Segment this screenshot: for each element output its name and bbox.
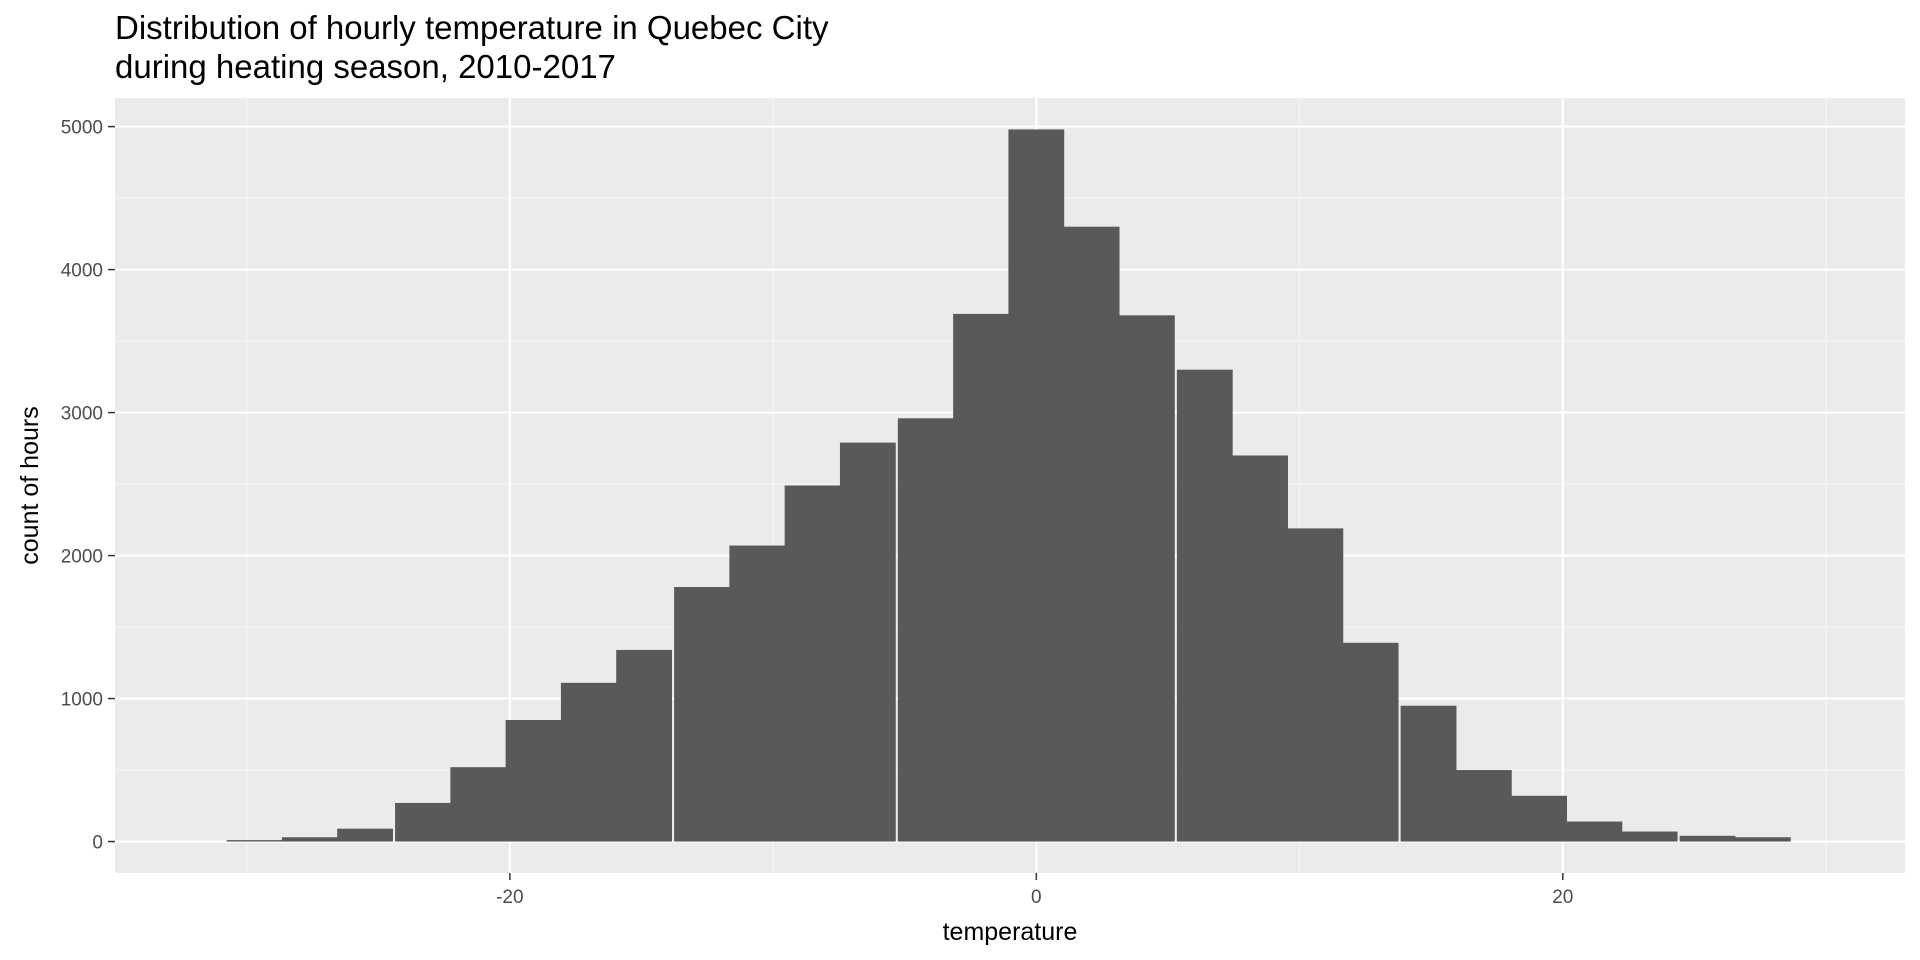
x-tick-label: -20: [496, 887, 523, 908]
histogram-bar: [1679, 835, 1736, 842]
histogram-bar: [897, 418, 954, 842]
histogram-bar: [226, 840, 283, 842]
histogram-bar: [1400, 705, 1457, 842]
histogram-bar: [953, 313, 1009, 842]
histogram-bar: [1566, 821, 1623, 842]
histogram-bar: [1287, 528, 1344, 842]
y-tick-label: 3000: [61, 404, 103, 425]
histogram-bar: [1511, 795, 1568, 842]
chart-title: Distribution of hourly temperature in Qu…: [115, 8, 829, 86]
y-tick-label: 5000: [61, 118, 103, 139]
y-tick-label: 4000: [61, 261, 103, 282]
histogram-bar: [1342, 642, 1399, 842]
histogram-bar: [1455, 770, 1512, 842]
histogram-bars: [226, 129, 1791, 842]
histogram-bar: [1734, 837, 1791, 842]
histogram-bar: [674, 587, 730, 842]
chart-title-line-2: during heating season, 2010-2017: [115, 48, 616, 85]
histogram-bar: [450, 767, 507, 842]
histogram-bar: [281, 837, 338, 842]
histogram-bar: [505, 720, 562, 842]
histogram-bar: [1176, 369, 1233, 842]
histogram-bar: [616, 649, 673, 842]
histogram-bar: [1621, 831, 1678, 842]
histogram-bar: [784, 485, 841, 842]
y-tick-label: 1000: [61, 690, 103, 711]
chart-title-line-1: Distribution of hourly temperature in Qu…: [115, 9, 829, 46]
histogram-bar: [395, 802, 451, 842]
histogram-bar: [1008, 129, 1065, 842]
y-tick-label: 2000: [61, 547, 103, 568]
histogram-bar: [839, 442, 896, 842]
histogram-bar: [1232, 455, 1288, 842]
histogram-bar: [729, 545, 786, 842]
histogram-bar: [1063, 226, 1120, 842]
histogram-bar: [337, 828, 393, 842]
x-axis-title: temperature: [943, 918, 1078, 946]
x-tick-label: 20: [1552, 887, 1573, 908]
histogram-bar: [1118, 315, 1175, 842]
x-tick-label: 0: [1031, 887, 1042, 908]
histogram-bar: [560, 682, 617, 842]
y-tick-label: 0: [92, 833, 103, 854]
axes: 0 1000 2000 3000 4000 5000 -20 0 20: [61, 118, 1574, 908]
y-axis-title: count of hours: [16, 406, 44, 564]
